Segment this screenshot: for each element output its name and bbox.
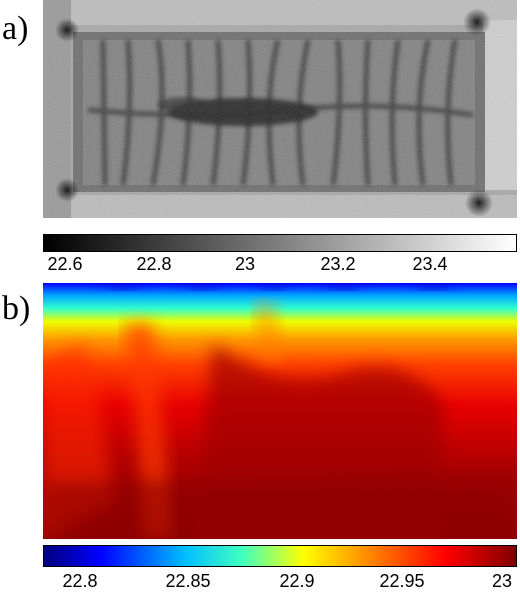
colorbar-b-tick: 22.8 [62,571,98,591]
thermal-image-a [43,0,517,218]
colorbar-a-tick: 23.4 [412,254,448,274]
colorbar-b-tick: 22.9 [279,571,315,591]
panel-b-label: b) [2,290,31,327]
panel-a-label: a) [2,10,29,47]
colorbar-a-tick: 22.6 [47,254,83,274]
colorbar-a [43,234,517,252]
colorbar-a-tick: 23.2 [320,254,356,274]
colorbar-b [43,545,517,567]
colorbar-b-tick: 22.95 [379,571,425,591]
colorbar-b-tick: 23 [491,571,513,591]
colorbar-a-tick: 23 [234,254,256,274]
colorbar-b-tick: 22.85 [165,571,211,591]
temperature-map-b [43,283,517,539]
colorbar-a-tick: 22.8 [136,254,172,274]
